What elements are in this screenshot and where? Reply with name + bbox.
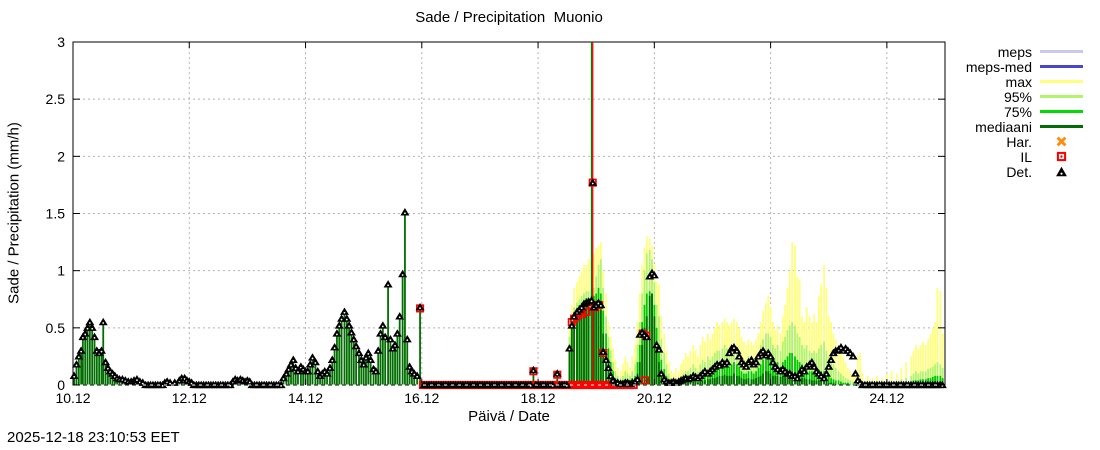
legend-label-det: Det.: [1006, 163, 1032, 180]
svg-text:2.5: 2.5: [46, 91, 66, 107]
pct95-line-swatch: [1040, 95, 1083, 98]
legend: meps meps-med max 95% 75% mediaani Har.: [965, 43, 1083, 180]
legend-label-meps: meps: [997, 43, 1032, 60]
har-x-marker-icon: [1056, 136, 1067, 147]
legend-label-75pct: 75%: [1003, 103, 1032, 120]
svg-text:24.12: 24.12: [869, 390, 904, 406]
legend-item-meps: meps: [966, 43, 1083, 60]
legend-label-har: Har.: [1006, 133, 1032, 150]
plot-timestamp: 2025-12-18 23:10:53 EET: [7, 429, 180, 446]
il-square-marker-icon: [1056, 151, 1067, 162]
legend-item-il: IL: [966, 148, 1083, 165]
chart-title: Sade / Precipitation Muonio: [415, 9, 603, 26]
svg-text:14.12: 14.12: [288, 390, 323, 406]
svg-text:12.12: 12.12: [172, 390, 207, 406]
legend-label-mediaani: mediaani: [975, 118, 1032, 135]
max-line-swatch: [1040, 80, 1083, 83]
legend-label-meps-med: meps-med: [965, 58, 1032, 75]
svg-text:0: 0: [57, 377, 65, 393]
svg-text:1.5: 1.5: [46, 206, 66, 222]
svg-text:16.12: 16.12: [404, 390, 439, 406]
svg-text:18.12: 18.12: [521, 390, 556, 406]
svg-text:1: 1: [57, 263, 65, 279]
svg-text:3: 3: [57, 34, 65, 50]
pct75-line-swatch: [1040, 110, 1083, 113]
legend-label-il: IL: [1020, 148, 1032, 165]
meps-line-swatch: [1040, 50, 1083, 53]
legend-item-mediaani: mediaani: [966, 118, 1083, 135]
legend-item-max: max: [966, 73, 1083, 90]
svg-text:22.12: 22.12: [753, 390, 788, 406]
legend-item-meps-med: meps-med: [965, 58, 1083, 75]
legend-item-75pct: 75%: [966, 103, 1083, 120]
svg-text:20.12: 20.12: [637, 390, 672, 406]
legend-item-har: Har.: [966, 133, 1083, 150]
svg-text:10.12: 10.12: [55, 390, 90, 406]
svg-text:2: 2: [57, 148, 65, 164]
meps-med-line-swatch: [1040, 65, 1083, 68]
legend-item-det: Det.: [966, 163, 1083, 180]
x-axis-label: Päivä / Date: [468, 408, 550, 425]
mediaani-line-swatch: [1040, 125, 1083, 128]
legend-label-95pct: 95%: [1003, 88, 1032, 105]
legend-item-95pct: 95%: [966, 88, 1083, 105]
det-triangle-marker-icon: [1056, 166, 1067, 177]
svg-text:0.5: 0.5: [46, 320, 66, 336]
legend-label-max: max: [1005, 73, 1032, 90]
